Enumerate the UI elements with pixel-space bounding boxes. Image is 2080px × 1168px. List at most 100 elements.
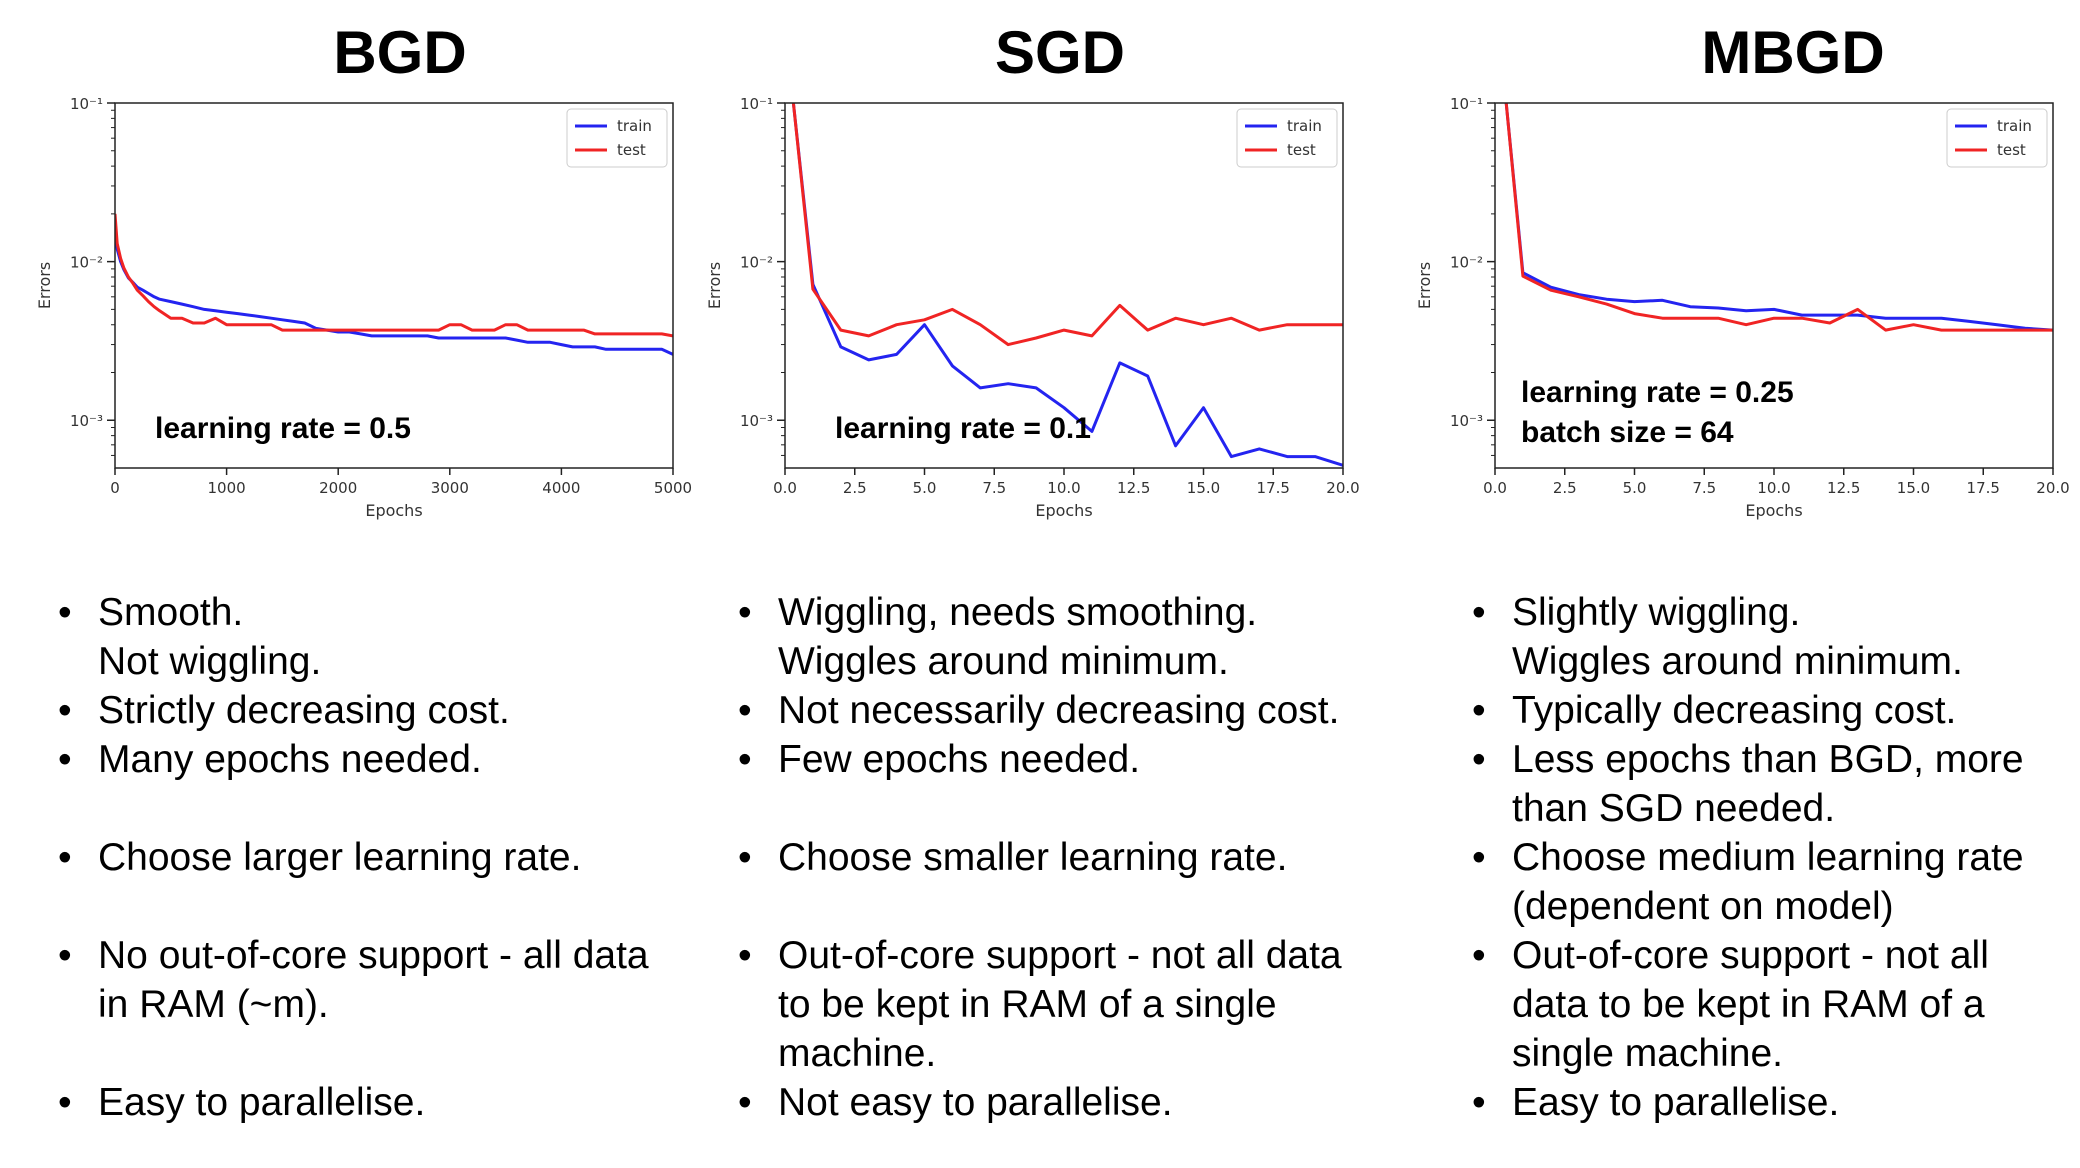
bullet-line: Easy to parallelise.: [98, 1081, 426, 1124]
bullet-line: Not easy to parallelise.: [778, 1081, 1173, 1124]
x-tick-label: 0.0: [773, 479, 797, 497]
legend-label-train: train: [1287, 117, 1322, 135]
bullet-line: than SGD needed.: [1512, 787, 1836, 830]
bullet-item: Choose medium learning rate (dependent on…: [1472, 833, 2072, 931]
legend-label-test: test: [1287, 141, 1316, 159]
series-test-line: [115, 213, 673, 338]
x-tick-label: 2.5: [843, 479, 867, 497]
bullet-item: Not necessarily decreasing cost.: [738, 686, 1378, 735]
legend-box: [1946, 108, 2048, 168]
x-tick-label: 15.0: [1897, 479, 1930, 497]
x-tick-label: 17.5: [1967, 479, 2000, 497]
x-axis-label: Epochs: [1035, 501, 1092, 520]
plot-frame: [114, 102, 674, 469]
y-axis-label: Errors: [35, 262, 54, 309]
mbgd-error-chart: 10⁻³ 10⁻² 10⁻¹ 0.0 2.5 5.0 7.5 10.0 12.5 15.0 17.5…: [1415, 95, 2070, 520]
bullet-item: Easy to parallelise.: [58, 1078, 698, 1127]
x-tick-label: 20.0: [1326, 479, 1359, 497]
bullet-line: Wiggles around minimum.: [778, 640, 1229, 683]
bullet-item: No out-of-core support - all data in RAM …: [58, 931, 698, 1029]
bullet-item: Smooth. Not wiggling.: [58, 588, 698, 686]
series-train-line: [115, 229, 673, 356]
bullet-line: Choose larger learning rate.: [98, 836, 582, 879]
x-tick-label: 17.5: [1257, 479, 1290, 497]
bullet-item: Choose larger learning rate.: [58, 833, 698, 882]
bullet-line: Wiggling, needs smoothing.: [778, 591, 1258, 634]
bullet-line: Choose medium learning rate: [1512, 836, 2024, 879]
series-test-line: [791, 103, 1343, 347]
legend-label-test: test: [617, 141, 646, 159]
sgd-title: SGD: [994, 19, 1126, 86]
bullet-item: Few epochs needed.: [738, 735, 1378, 784]
y-tick-label: 10⁻²: [740, 254, 773, 272]
bgd-error-chart: 10⁻³ 10⁻² 10⁻¹ 0 1000 2000 3000 4000 5000 Epochs E…: [35, 95, 692, 520]
mbgd-title: MBGD: [1701, 19, 1885, 86]
bullet-line: Easy to parallelise.: [1512, 1081, 1840, 1124]
bullet-line: No out-of-core support - all data: [98, 934, 649, 977]
annotation-text: batch size = 64: [1521, 416, 1734, 449]
x-tick-label: 10.0: [1047, 479, 1080, 497]
x-tick-label: 5000: [654, 479, 692, 497]
bullet-line: data to be kept in RAM of a: [1512, 983, 1985, 1026]
annotation-text: learning rate = 0.25: [1521, 376, 1794, 409]
plot-frame: [784, 102, 1344, 469]
legend-label-train: train: [617, 117, 652, 135]
bullet-item: Strictly decreasing cost.: [58, 686, 698, 735]
bullet-item: Easy to parallelise.: [1472, 1078, 2072, 1127]
bullet-line: Wiggles around minimum.: [1512, 640, 1963, 683]
x-tick-label: 4000: [542, 479, 580, 497]
bullet-item: Not easy to parallelise.: [738, 1078, 1378, 1127]
y-axis-label: Errors: [1415, 262, 1434, 309]
legend-label-test: test: [1997, 141, 2026, 159]
y-tick-label: 10⁻²: [1450, 254, 1483, 272]
x-tick-label: 15.0: [1187, 479, 1220, 497]
x-tick-label: 1000: [208, 479, 246, 497]
bullet-line: Out-of-core support - not all data: [778, 934, 1342, 977]
x-tick-label: 7.5: [982, 479, 1006, 497]
bullet-line: Smooth.: [98, 591, 244, 634]
bgd-bullet-list: Smooth. Not wiggling. Strictly decreasing …: [58, 588, 698, 1127]
y-tick-label: 10⁻³: [1450, 412, 1483, 430]
bullet-line: Choose smaller learning rate.: [778, 836, 1288, 879]
bullet-line: Not necessarily decreasing cost.: [778, 689, 1340, 732]
bullet-line: Less epochs than BGD, more: [1512, 738, 2024, 781]
y-tick-label: 10⁻²: [70, 254, 103, 272]
x-tick-label: 7.5: [1692, 479, 1716, 497]
bullet-item: Wiggling, needs smoothing. Wiggles around…: [738, 588, 1378, 686]
series-test-line: [1504, 103, 2053, 332]
y-tick-label: 10⁻³: [70, 412, 103, 430]
bullet-item: Typically decreasing cost.: [1472, 686, 2072, 735]
series-train-line: [791, 103, 1343, 467]
series-train-line: [1504, 103, 2053, 332]
annotation-text: learning rate = 0.1: [835, 412, 1091, 445]
x-tick-label: 0.0: [1483, 479, 1507, 497]
bullet-item: Slightly wiggling. Wiggles around minimum…: [1472, 588, 2072, 686]
legend-box: [1236, 108, 1338, 168]
bullet-line: Slightly wiggling.: [1512, 591, 1801, 634]
plot-frame: [1494, 102, 2054, 469]
bullet-line: Few epochs needed.: [778, 738, 1141, 781]
y-axis-label: Errors: [705, 262, 724, 309]
bullet-line: machine.: [778, 1032, 937, 1075]
sgd-bullet-list: Wiggling, needs smoothing. Wiggles around…: [738, 588, 1378, 1127]
y-tick-label: 10⁻³: [740, 412, 773, 430]
bullet-line: Not wiggling.: [98, 640, 322, 683]
x-tick-label: 3000: [431, 479, 469, 497]
bullet-line: (dependent on model): [1512, 885, 1894, 928]
x-axis-label: Epochs: [365, 501, 422, 520]
x-tick-label: 5.0: [913, 479, 937, 497]
bullet-item: Out-of-core support - not all data to be …: [1472, 931, 2072, 1078]
x-tick-label: 2000: [319, 479, 357, 497]
bullet-item: Out-of-core support - not all data to be …: [738, 931, 1378, 1078]
bullet-item: Many epochs needed.: [58, 735, 698, 784]
bgd-title: BGD: [333, 19, 467, 86]
bullet-line: to be kept in RAM of a single: [778, 983, 1277, 1026]
x-tick-label: 20.0: [2036, 479, 2069, 497]
bullet-line: Many epochs needed.: [98, 738, 482, 781]
bullet-line: single machine.: [1512, 1032, 1783, 1075]
y-tick-label: 10⁻¹: [70, 95, 103, 113]
y-tick-label: 10⁻¹: [1450, 95, 1483, 113]
x-tick-label: 12.5: [1117, 479, 1150, 497]
bullet-line: Typically decreasing cost.: [1512, 689, 1957, 732]
y-tick-label: 10⁻¹: [740, 95, 773, 113]
